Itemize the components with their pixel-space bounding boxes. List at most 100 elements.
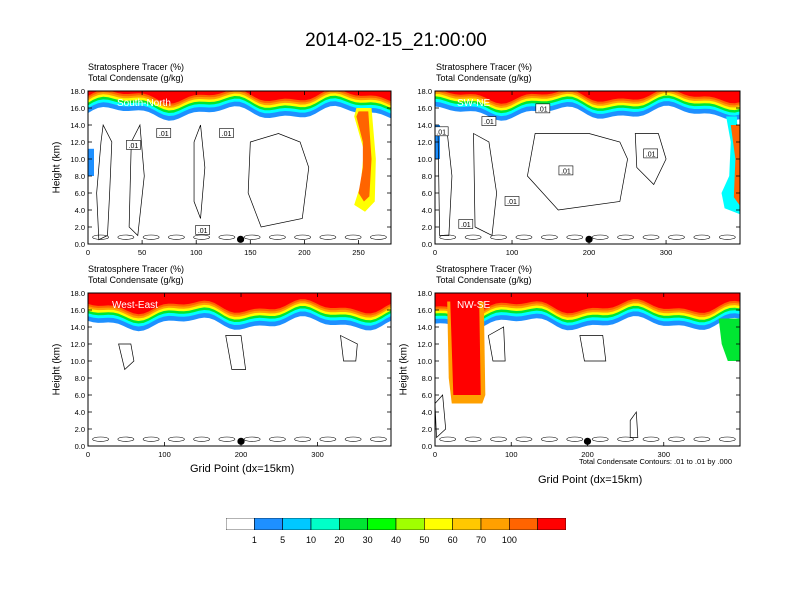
colorbar-swatch [395, 518, 425, 530]
contour-label-box [535, 103, 551, 114]
condensate-contour [96, 123, 113, 241]
ytick-label: 16.0 [70, 306, 85, 315]
condensate-contour [128, 123, 145, 237]
condensate-contour [193, 124, 206, 219]
panel-2-field: .01 .01 .01 .01 .01 .01 .01 [435, 91, 740, 240]
contour-label: .01 [198, 228, 208, 235]
ytick-label: 14.0 [70, 121, 85, 130]
ytick-label: 8.0 [422, 172, 432, 181]
low-cloud-contour [490, 436, 507, 442]
contour-label: .01 [538, 106, 548, 113]
panel4-xlabel: Grid Point (dx=15km) [538, 474, 643, 486]
low-cloud-contour [294, 234, 311, 240]
low-cloud-contour [718, 436, 736, 442]
contour-label: .01 [436, 129, 446, 136]
ytick-label: 10.0 [417, 357, 432, 366]
low-cloud-contour [617, 234, 634, 240]
ytick-label: 14.0 [417, 121, 432, 130]
ytick-label: 0.0 [422, 240, 432, 249]
low-cloud-contour [693, 436, 711, 442]
ytick-label: 6.0 [75, 391, 85, 400]
condensate-contour [527, 133, 628, 211]
panel4-subtitle-2: Total Condensate (g/kg) [436, 275, 532, 285]
low-cloud-contour [370, 436, 387, 442]
low-cloud-contour [142, 436, 160, 442]
panel3-subtitle-1: Stratosphere Tracer (%) [88, 264, 185, 274]
condensate-contour [247, 133, 310, 228]
ytick-label: 2.0 [422, 223, 432, 232]
low-cloud-contour [591, 234, 609, 240]
low-cloud-contour [566, 234, 584, 240]
contour-label-box [643, 148, 658, 159]
low-cloud-contour [294, 436, 311, 442]
location-marker [237, 437, 245, 445]
panel4-subtitle-1: Stratosphere Tracer (%) [436, 264, 533, 274]
contour-label: .01 [129, 143, 139, 150]
low-cloud-contour [668, 436, 685, 442]
ytick-label: 16.0 [417, 104, 432, 113]
condensate-contour [225, 335, 247, 370]
low-cloud-contour [464, 436, 482, 442]
xtick-label: 100 [506, 248, 519, 257]
contour-label: .01 [561, 168, 571, 175]
panel-3: West-East 0.0 2.0 4.0 6.0 8.0 10.0 12.0 14.0 16.0… [70, 289, 392, 459]
low-cloud-contour [142, 234, 160, 240]
contour-label-box [195, 225, 211, 235]
contour-label-box [481, 116, 497, 126]
page-title: 2014-02-15_21:00:00 [305, 30, 487, 51]
contour-label: .01 [222, 131, 232, 138]
contour-label-box [435, 126, 449, 137]
low-cloud-contour [193, 234, 210, 240]
colorbar-swatch [367, 518, 397, 530]
condensate-contour [634, 133, 667, 186]
contour-label-box [558, 165, 574, 176]
ytick-label: 4.0 [75, 408, 85, 417]
xtick-label: 100 [158, 450, 171, 459]
ytick-label: 18.0 [417, 87, 432, 96]
ytick-label: 4.0 [422, 408, 432, 417]
panel-label: South-North [117, 98, 171, 109]
colorbar-label: 1 [251, 535, 257, 545]
contour-label-box [219, 128, 234, 138]
colorbar-label: 40 [390, 535, 401, 545]
panel2-subtitle-2: Total Condensate (g/kg) [436, 73, 532, 83]
location-marker [236, 235, 245, 243]
low-cloud-contour [243, 436, 261, 442]
low-cloud-contour [193, 436, 210, 442]
location-marker [585, 235, 593, 243]
panel-2: .01 .01 .01 .01 .01 .01 .01 SW-NE 0.0 2.0 4.0 6.0 8.… [417, 87, 741, 257]
ytick-label: 8.0 [422, 374, 432, 383]
low-cloud-contour [541, 234, 558, 240]
panel-frame [434, 90, 741, 245]
ytick-label: 8.0 [75, 374, 85, 383]
tracer-fold-core [450, 301, 481, 395]
low-cloud-contour [464, 234, 482, 240]
panel-4: NW-SE 0.0 2.0 4.0 6.0 8.0 10.0 12.0 14.0 16.0 18.0… [417, 289, 741, 459]
contour-label: .01 [646, 151, 656, 158]
panel-label: West-East [112, 300, 158, 311]
low-cloud-contour [218, 436, 236, 442]
contour-label: .01 [159, 131, 169, 138]
panel-frame [87, 292, 392, 447]
tracer-core [88, 293, 391, 313]
low-cloud-contour [693, 234, 711, 240]
low-cloud-contour [168, 234, 185, 240]
low-cloud-contour [319, 234, 337, 240]
contour-label-box [458, 219, 474, 229]
colorbar [226, 518, 566, 530]
colorbar-label: 20 [334, 535, 345, 545]
low-cloud-contour [218, 234, 236, 240]
contour-label: .01 [507, 199, 517, 206]
low-cloud-contour [269, 436, 286, 442]
low-cloud-contour [617, 436, 634, 442]
colorbar-label: 70 [475, 535, 486, 545]
low-cloud-contour [541, 436, 558, 442]
condensate-contour [629, 410, 639, 438]
low-cloud-contour [515, 436, 533, 442]
tracer-fold-core [356, 111, 372, 202]
low-cloud-contour [117, 436, 135, 442]
low-cloud-contour [642, 436, 660, 442]
xtick-label: 0 [433, 450, 437, 459]
tracer-core [88, 91, 391, 102]
colorbar-swatch [424, 518, 453, 530]
